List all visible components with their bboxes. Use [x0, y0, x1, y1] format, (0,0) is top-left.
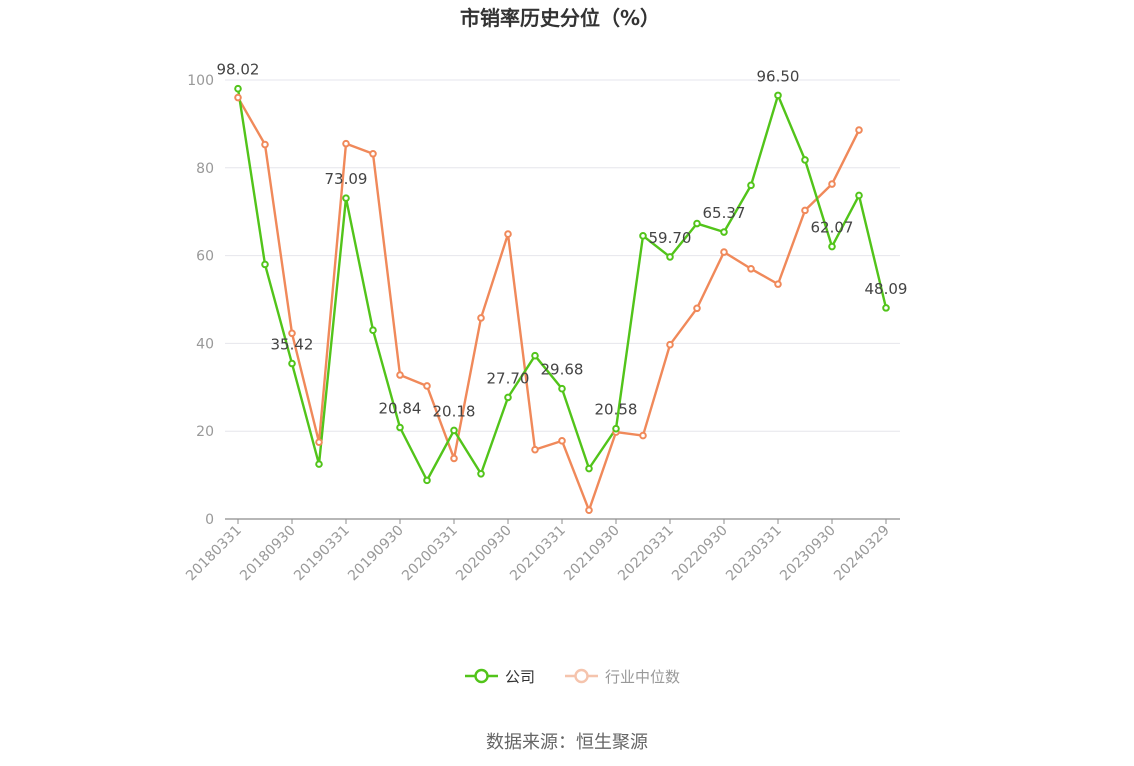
data-point-0 — [774, 91, 782, 100]
data-point-1 — [450, 454, 458, 463]
data-label: 98.02 — [217, 61, 260, 79]
data-point-1 — [585, 506, 593, 515]
data-point-0 — [288, 359, 296, 368]
data-label: 48.09 — [865, 280, 908, 298]
data-point-1 — [774, 280, 782, 288]
data-label: 96.50 — [757, 67, 800, 85]
data-point-1 — [396, 371, 404, 379]
data-label: 27.70 — [487, 369, 530, 387]
x-tick-label: 20200930 — [453, 523, 515, 585]
data-label: 35.42 — [271, 336, 314, 354]
data-point-0 — [666, 253, 674, 261]
x-tick-label: 20190331 — [291, 523, 353, 585]
data-point-0 — [504, 393, 512, 402]
data-point-1 — [855, 126, 863, 134]
data-point-0 — [450, 426, 458, 435]
data-point-0 — [234, 84, 242, 93]
data-point-1 — [720, 248, 728, 256]
chart-title: 市销率历史分位（%） — [460, 6, 660, 30]
data-point-1 — [423, 382, 431, 390]
x-tick-label: 20190930 — [345, 523, 407, 585]
data-point-1 — [261, 140, 269, 149]
data-point-1 — [666, 340, 674, 349]
y-tick-label: 100 — [187, 73, 214, 89]
legend-marker-0 — [474, 668, 489, 684]
data-point-1 — [288, 329, 296, 338]
y-tick-label: 60 — [196, 249, 214, 265]
data-point-0 — [342, 194, 350, 202]
data-point-0 — [639, 232, 647, 240]
data-point-1 — [693, 304, 701, 313]
data-point-0 — [369, 326, 377, 335]
data-point-1 — [234, 93, 242, 102]
x-tick-label: 20200331 — [399, 523, 461, 585]
x-tick-label: 20230331 — [723, 523, 785, 585]
data-point-0 — [612, 424, 620, 433]
series-line-1 — [236, 96, 861, 512]
data-label: 20.18 — [433, 402, 476, 420]
data-labels: 98.02 35.42 73.09 20.84 20.18 27.70 29.68 20.58… — [217, 61, 908, 421]
series-lines — [236, 88, 888, 512]
y-tick-label: 40 — [196, 336, 214, 352]
series-points — [234, 84, 890, 515]
data-label: 29.68 — [541, 361, 584, 379]
data-point-0 — [261, 260, 269, 269]
x-tick-label: 20210331 — [507, 523, 569, 585]
data-point-0 — [828, 242, 836, 251]
grid — [225, 79, 900, 432]
data-label: 62.07 — [811, 219, 854, 237]
data-label: 59.70 — [649, 229, 692, 247]
source-note: 数据来源：恒生聚源 — [486, 732, 648, 753]
x-tick-label: 20230930 — [777, 523, 839, 585]
x-tick-label: 20240329 — [831, 523, 893, 585]
data-point-1 — [477, 314, 485, 322]
data-label: 20.58 — [595, 401, 638, 419]
x-tick-label: 20220331 — [615, 523, 677, 585]
data-point-0 — [693, 219, 701, 228]
y-tick-label: 80 — [196, 161, 214, 177]
data-point-0 — [720, 228, 728, 236]
data-point-0 — [477, 469, 485, 478]
legend-label-0: 公司 — [505, 668, 535, 686]
data-label: 73.09 — [325, 170, 368, 188]
x-tick-label: 20180930 — [237, 523, 299, 585]
data-point-0 — [558, 384, 566, 393]
y-tick-label: 0 — [205, 512, 214, 528]
data-point-1 — [369, 149, 377, 158]
data-point-1 — [828, 180, 836, 188]
data-label: 20.84 — [379, 400, 422, 418]
data-point-0 — [855, 191, 863, 200]
data-point-0 — [315, 460, 323, 468]
legend-label-1: 行业中位数 — [605, 668, 680, 686]
data-point-1 — [747, 264, 755, 273]
series-line-0 — [236, 88, 888, 482]
data-point-1 — [531, 445, 539, 454]
data-point-0 — [531, 351, 539, 360]
legend: 公司 行业中位数 — [465, 668, 680, 686]
data-point-0 — [423, 476, 431, 485]
legend-marker-1 — [574, 668, 589, 684]
x-tick-label: 20220930 — [669, 523, 731, 585]
data-point-0 — [396, 423, 404, 432]
data-point-1 — [504, 230, 512, 238]
data-point-1 — [639, 431, 647, 440]
data-point-0 — [585, 464, 593, 473]
data-point-1 — [315, 438, 323, 446]
y-tick-label: 20 — [196, 424, 214, 440]
x-tick-label: 20180331 — [183, 523, 245, 585]
data-point-1 — [801, 206, 809, 215]
data-point-1 — [342, 139, 350, 148]
x-tick-label: 20210930 — [561, 523, 623, 585]
data-point-0 — [747, 181, 755, 190]
data-point-1 — [558, 437, 566, 445]
x-axis: 2018033120180930201903312019093020200331… — [183, 518, 900, 585]
data-point-0 — [882, 304, 890, 312]
y-axis: 0 20 40 60 80 100 — [187, 73, 214, 528]
data-point-0 — [801, 156, 809, 164]
data-label: 65.37 — [703, 204, 746, 222]
